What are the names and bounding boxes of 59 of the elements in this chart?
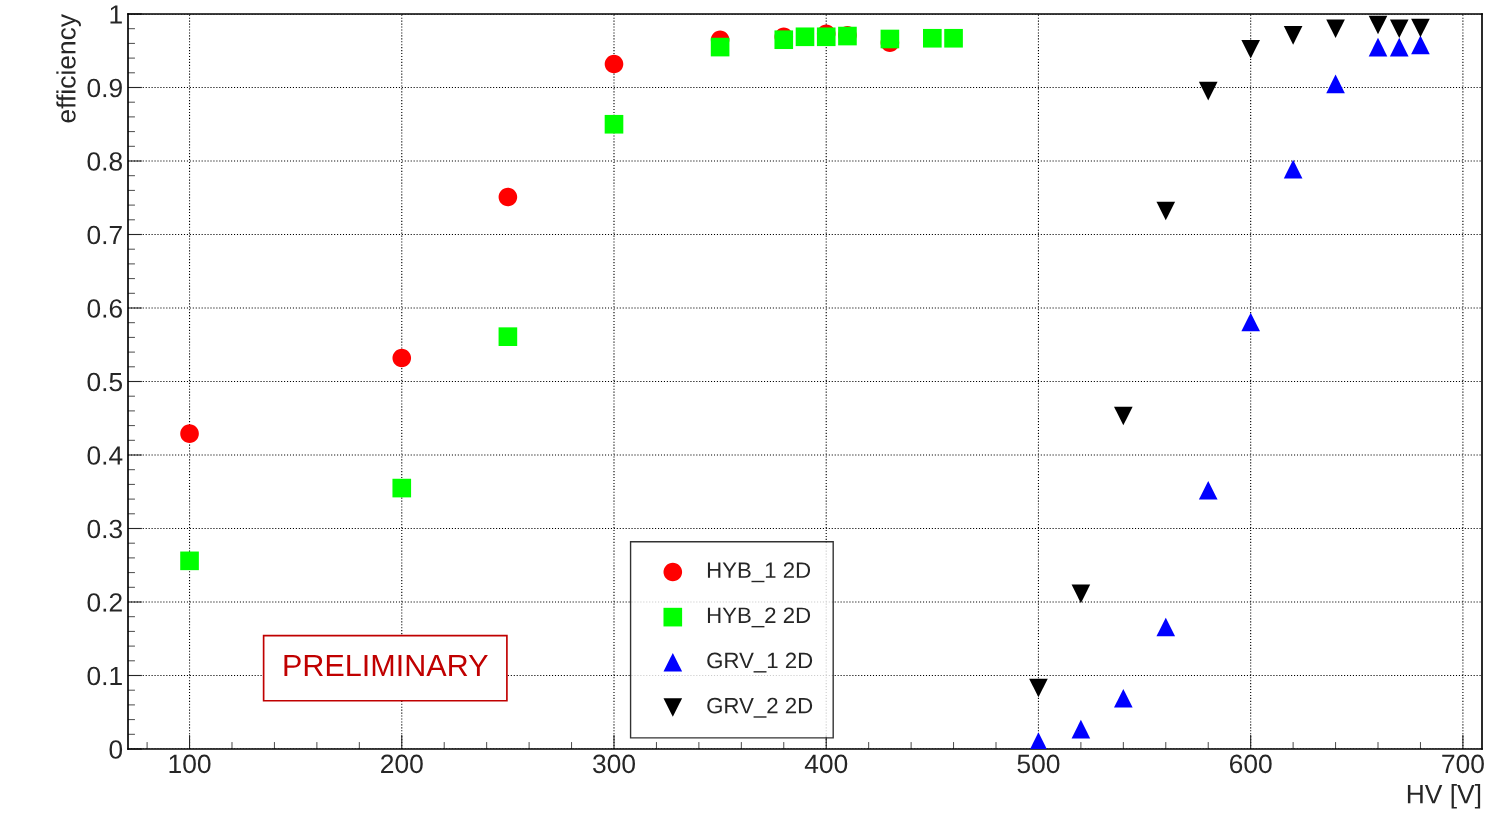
point <box>1198 81 1218 101</box>
point <box>944 28 963 48</box>
x-tick-label: 500 <box>1017 754 1060 774</box>
y-tick-label: 0.6 <box>87 299 122 318</box>
y-tick-label: 0.8 <box>87 152 122 171</box>
point <box>1156 617 1176 637</box>
y-tick-label: 0.9 <box>87 78 122 98</box>
annotation: PRELIMINARY <box>284 655 488 677</box>
point <box>1029 732 1048 749</box>
point <box>1241 312 1260 332</box>
x-tick-label: 300 <box>592 754 635 774</box>
point <box>1241 39 1260 59</box>
point <box>498 327 518 346</box>
legend-label: GRV_2 2D <box>707 697 813 718</box>
legend-label: GRV_1 2D <box>707 652 813 673</box>
y-tick-label: 0 <box>109 740 123 759</box>
point <box>1368 37 1388 57</box>
y-tick-label: 0.3 <box>87 519 122 539</box>
point <box>1114 688 1133 708</box>
x-tick-label: 600 <box>1230 754 1272 774</box>
y-tick-label: 0.2 <box>87 593 122 612</box>
point <box>1389 19 1409 39</box>
point <box>180 424 199 443</box>
point <box>795 27 815 47</box>
legend-label: HYB_1 2D <box>707 562 811 583</box>
point <box>1283 159 1303 179</box>
point <box>1411 18 1430 38</box>
x-axis-title: HV [V] <box>1407 784 1481 809</box>
point <box>710 37 730 57</box>
point <box>392 478 412 498</box>
y-tick-label: 0.1 <box>87 666 122 686</box>
point <box>1326 19 1345 39</box>
x-tick-label: 200 <box>381 754 423 774</box>
point <box>1029 678 1048 698</box>
point <box>1156 201 1176 221</box>
legend-label: HYB_2 2D <box>707 607 811 628</box>
point <box>1389 37 1409 57</box>
point <box>1198 480 1218 500</box>
y-tick-label: 0.5 <box>87 372 123 392</box>
point <box>604 54 624 74</box>
point <box>498 187 518 207</box>
y-tick-label: 1 <box>110 5 122 24</box>
point <box>1071 719 1091 739</box>
point <box>1326 74 1345 94</box>
point <box>1114 406 1133 426</box>
point <box>1071 584 1091 604</box>
point <box>1411 35 1430 55</box>
y-tick-label: 0.4 <box>87 446 123 465</box>
point <box>180 551 199 571</box>
point <box>1368 15 1388 35</box>
point <box>1283 26 1303 45</box>
point <box>392 348 412 368</box>
point <box>923 28 942 48</box>
y-axis-title: efficiency <box>56 14 81 123</box>
x-tick-label: 700 <box>1442 754 1484 774</box>
x-tick-label: 400 <box>804 754 848 774</box>
x-tick-label: 100 <box>169 754 211 774</box>
point <box>604 114 624 134</box>
y-tick-label: 0.7 <box>87 225 122 245</box>
